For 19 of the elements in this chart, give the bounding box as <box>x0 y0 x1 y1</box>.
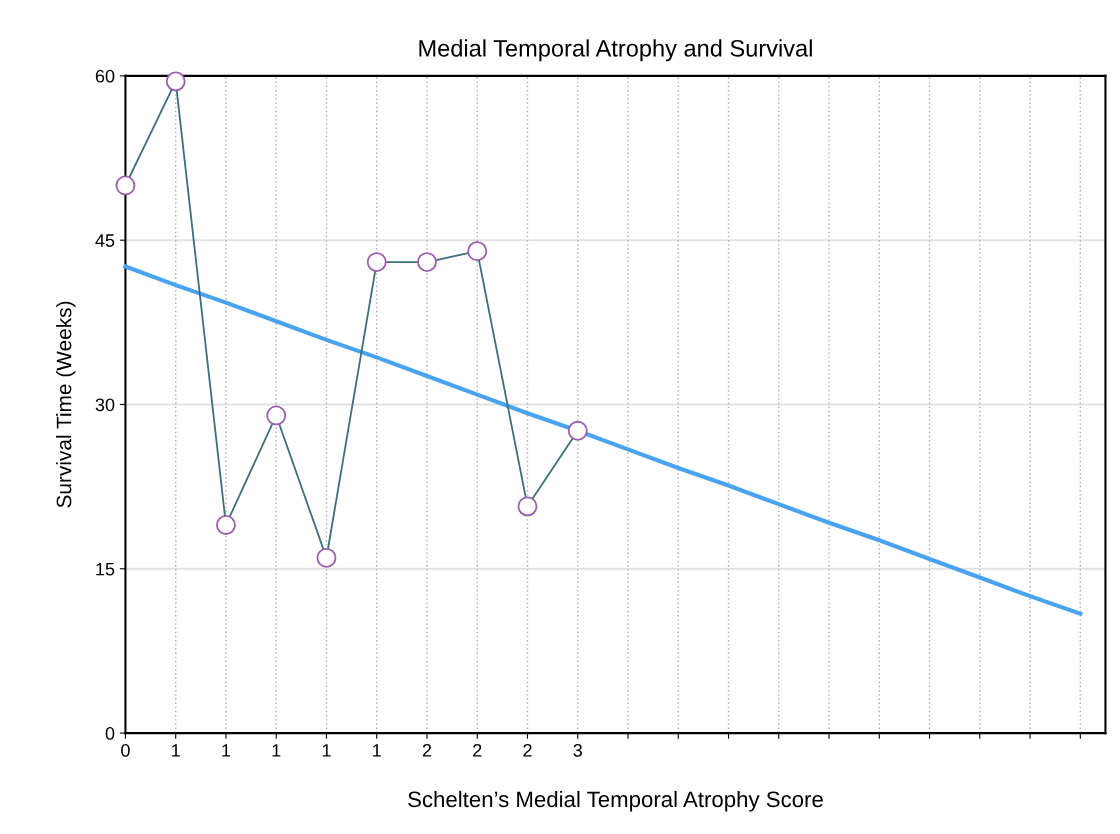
y-tick-label: 60 <box>95 69 115 83</box>
x-tick-label: 1 <box>322 744 331 757</box>
x-tick-label: 3 <box>573 743 582 757</box>
x-axis-title: Schelten’s Medial Temporal Atrophy Score <box>408 790 823 812</box>
x-tick-label: 0 <box>121 743 130 757</box>
y-tick-label: 15 <box>96 562 115 576</box>
y-tick-label: 30 <box>95 398 115 412</box>
y-tick-label: 0 <box>105 727 115 740</box>
x-tick-label: 2 <box>523 743 532 757</box>
chart-title: Medial Temporal Atrophy and Survival <box>419 39 812 62</box>
x-tick-label: 2 <box>473 743 482 757</box>
x-tick-label: 1 <box>222 744 231 757</box>
x-tick-label: 1 <box>373 744 381 757</box>
y-axis-title: Survival Time (Weeks) <box>56 301 76 508</box>
x-tick-label: 2 <box>422 743 432 757</box>
line-series <box>123 264 1083 616</box>
y-tick-label: 45 <box>95 234 115 247</box>
x-tick-label: 1 <box>272 744 281 757</box>
x-tick-label: 1 <box>172 744 180 757</box>
